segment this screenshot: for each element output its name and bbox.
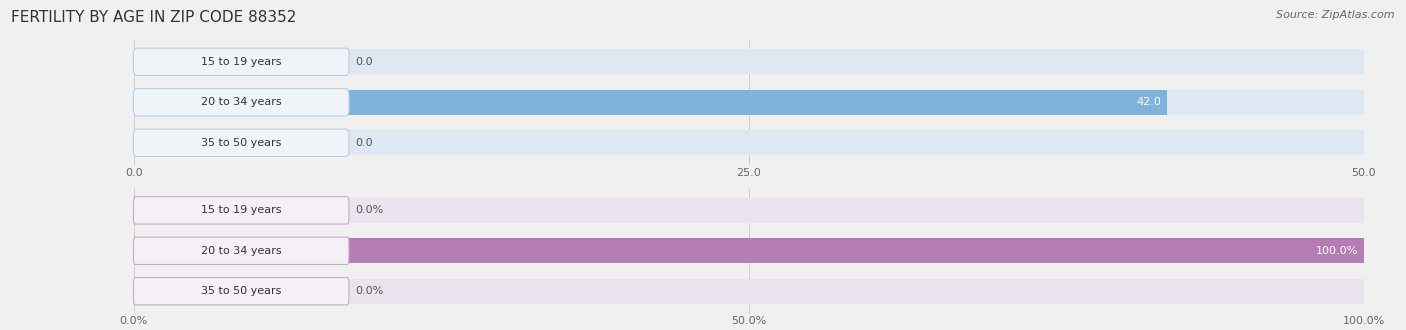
Text: 0.0: 0.0 [354,57,373,67]
Text: FERTILITY BY AGE IN ZIP CODE 88352: FERTILITY BY AGE IN ZIP CODE 88352 [11,10,297,25]
Text: 15 to 19 years: 15 to 19 years [201,205,281,215]
Text: 35 to 50 years: 35 to 50 years [201,286,281,296]
FancyBboxPatch shape [134,197,349,224]
Bar [134,279,1364,304]
Bar [134,238,1364,263]
FancyBboxPatch shape [134,48,349,76]
Text: Source: ZipAtlas.com: Source: ZipAtlas.com [1277,10,1395,20]
Bar [134,49,1364,74]
Bar [134,238,1364,263]
Text: 15 to 19 years: 15 to 19 years [201,57,281,67]
FancyBboxPatch shape [134,89,349,116]
Text: 100.0%: 100.0% [1316,246,1358,256]
Text: 42.0: 42.0 [1136,97,1161,107]
Text: 35 to 50 years: 35 to 50 years [201,138,281,148]
Text: 0.0%: 0.0% [354,286,384,296]
FancyBboxPatch shape [134,278,349,305]
FancyBboxPatch shape [134,129,349,156]
Text: 20 to 34 years: 20 to 34 years [201,246,281,256]
Bar [134,198,1364,223]
Bar [134,90,1364,115]
Bar [134,130,1364,155]
Bar [134,90,1167,115]
Text: 0.0%: 0.0% [354,205,384,215]
Text: 20 to 34 years: 20 to 34 years [201,97,281,107]
FancyBboxPatch shape [134,237,349,264]
Text: 0.0: 0.0 [354,138,373,148]
